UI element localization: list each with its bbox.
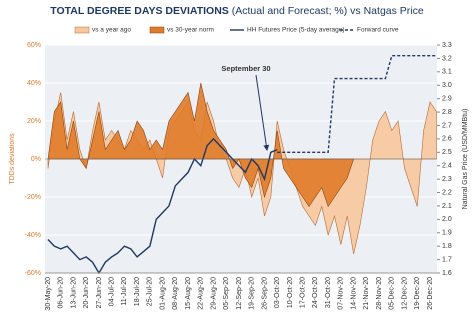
y2-tick-label: 2.3: [442, 176, 452, 183]
legend-label: Forward curve: [357, 27, 399, 34]
y-tick-label: 0%: [31, 156, 41, 163]
legend-swatch: [74, 26, 90, 34]
x-tick-label: 12-Dec-20: [401, 277, 408, 310]
y-tick-label: -60%: [25, 270, 41, 277]
x-tick-label: 22-Aug-20: [198, 277, 205, 310]
x-tick-label: 03-Oct-20: [274, 277, 281, 308]
x-tick-label: 30-May-20: [45, 277, 52, 311]
annotation-arrow: [255, 74, 270, 151]
x-tick-label: 04-Jul-20: [109, 277, 116, 306]
y-tick-label: -40%: [25, 232, 41, 239]
x-tick-label: 31-Oct-20: [325, 277, 332, 308]
y2-tick-label: 3.2: [442, 55, 452, 62]
annotation: September 30: [221, 64, 270, 73]
x-tick-label: 05-Sep-20: [223, 277, 230, 310]
y-tick-label: 60%: [27, 42, 41, 49]
x-tick-label: 10-Oct-20: [287, 277, 294, 308]
y2-tick-label: 1.8: [442, 243, 452, 250]
y-tick-label: 40%: [27, 80, 41, 87]
legend-label: vs 30-year norm: [167, 27, 214, 34]
chart-title: TOTAL DEGREE DAYS DEVIATIONS (Actual and…: [50, 5, 424, 17]
y2-tick-label: 1.6: [442, 270, 452, 277]
legend-label: vs a year ago: [92, 27, 131, 34]
x-tick-label: 15-Aug-20: [185, 277, 192, 310]
x-tick-label: 29-Aug-20: [210, 277, 217, 310]
y-tick-label: -20%: [25, 194, 41, 201]
y-tick-label: 20%: [27, 118, 41, 125]
line: [277, 55, 437, 153]
y2-tick-label: 1.7: [442, 256, 452, 263]
y2-tick-label: 1.9: [442, 230, 452, 237]
x-tick-label: 08-Aug-20: [172, 277, 179, 310]
y2-tick-label: 3.3: [442, 42, 452, 49]
x-tick-label: 07-Nov-20: [338, 277, 345, 310]
y2-tick-label: 2.0: [442, 216, 452, 223]
y2-tick-label: 2.9: [442, 95, 452, 102]
x-tick-label: 13-Jun-20: [70, 277, 77, 309]
x-tick-label: 19-Sep-20: [249, 277, 256, 310]
x-tick-label: 26-Sep-20: [261, 277, 268, 310]
x-tick-label: 25-Jul-20: [147, 277, 154, 306]
x-tick-label: 19-Dec-20: [414, 277, 421, 310]
plot-layer: -60% -40% -20% 0% 20% 40% 60% 1.6 1.7 1.8 1.9 2.0 2.…: [25, 27, 452, 311]
x-tick-label: 12-Sep-20: [236, 277, 243, 310]
x-tick-label: 21-Nov-20: [363, 277, 370, 310]
y2-axis-title: Natural Gas Price (USD/MMBtu): [462, 109, 469, 210]
x-tick-label: 27-Jun-20: [96, 277, 103, 309]
area: [47, 82, 355, 208]
title-main: TOTAL DEGREE DAYS DEVIATIONS: [50, 5, 229, 17]
x-tick-label: 20-Jun-20: [83, 277, 90, 309]
y2-tick-label: 2.8: [442, 109, 452, 116]
legend-swatch: [149, 26, 165, 34]
x-tick-label: 14-Nov-20: [350, 277, 357, 310]
x-tick-label: 18-Jul-20: [134, 277, 141, 306]
y2-tick-label: 3.1: [442, 69, 452, 76]
x-tick-label: 24-Oct-20: [312, 277, 319, 308]
y2-tick-label: 2.4: [442, 163, 452, 170]
x-tick-label: 01-Aug-20: [159, 277, 166, 310]
title-sub: (Actual and Forecast; %) vs Natgas Price: [232, 5, 424, 17]
x-tick-label: 28-Nov-20: [376, 277, 383, 310]
y-axis-title: TDDs deviations: [9, 133, 16, 185]
y2-tick-label: 2.6: [442, 136, 452, 143]
line: [47, 137, 278, 275]
y2-tick-label: 2.1: [442, 203, 452, 210]
x-tick-label: 11-Jul-20: [121, 277, 128, 306]
x-tick-label: 26-Dec-20: [427, 277, 434, 310]
y2-tick-label: 2.2: [442, 189, 452, 196]
y2-tick-label: 3.0: [442, 82, 452, 89]
y2-tick-label: 2.7: [442, 122, 452, 129]
y2-tick-label: 2.5: [442, 149, 452, 156]
x-tick-label: 17-Oct-20: [300, 277, 307, 308]
x-tick-label: 05-Dec-20: [389, 277, 396, 310]
x-tick-label: 06-Jun-20: [58, 277, 65, 309]
legend-label: HH Futures Price (5-day average): [247, 27, 345, 34]
